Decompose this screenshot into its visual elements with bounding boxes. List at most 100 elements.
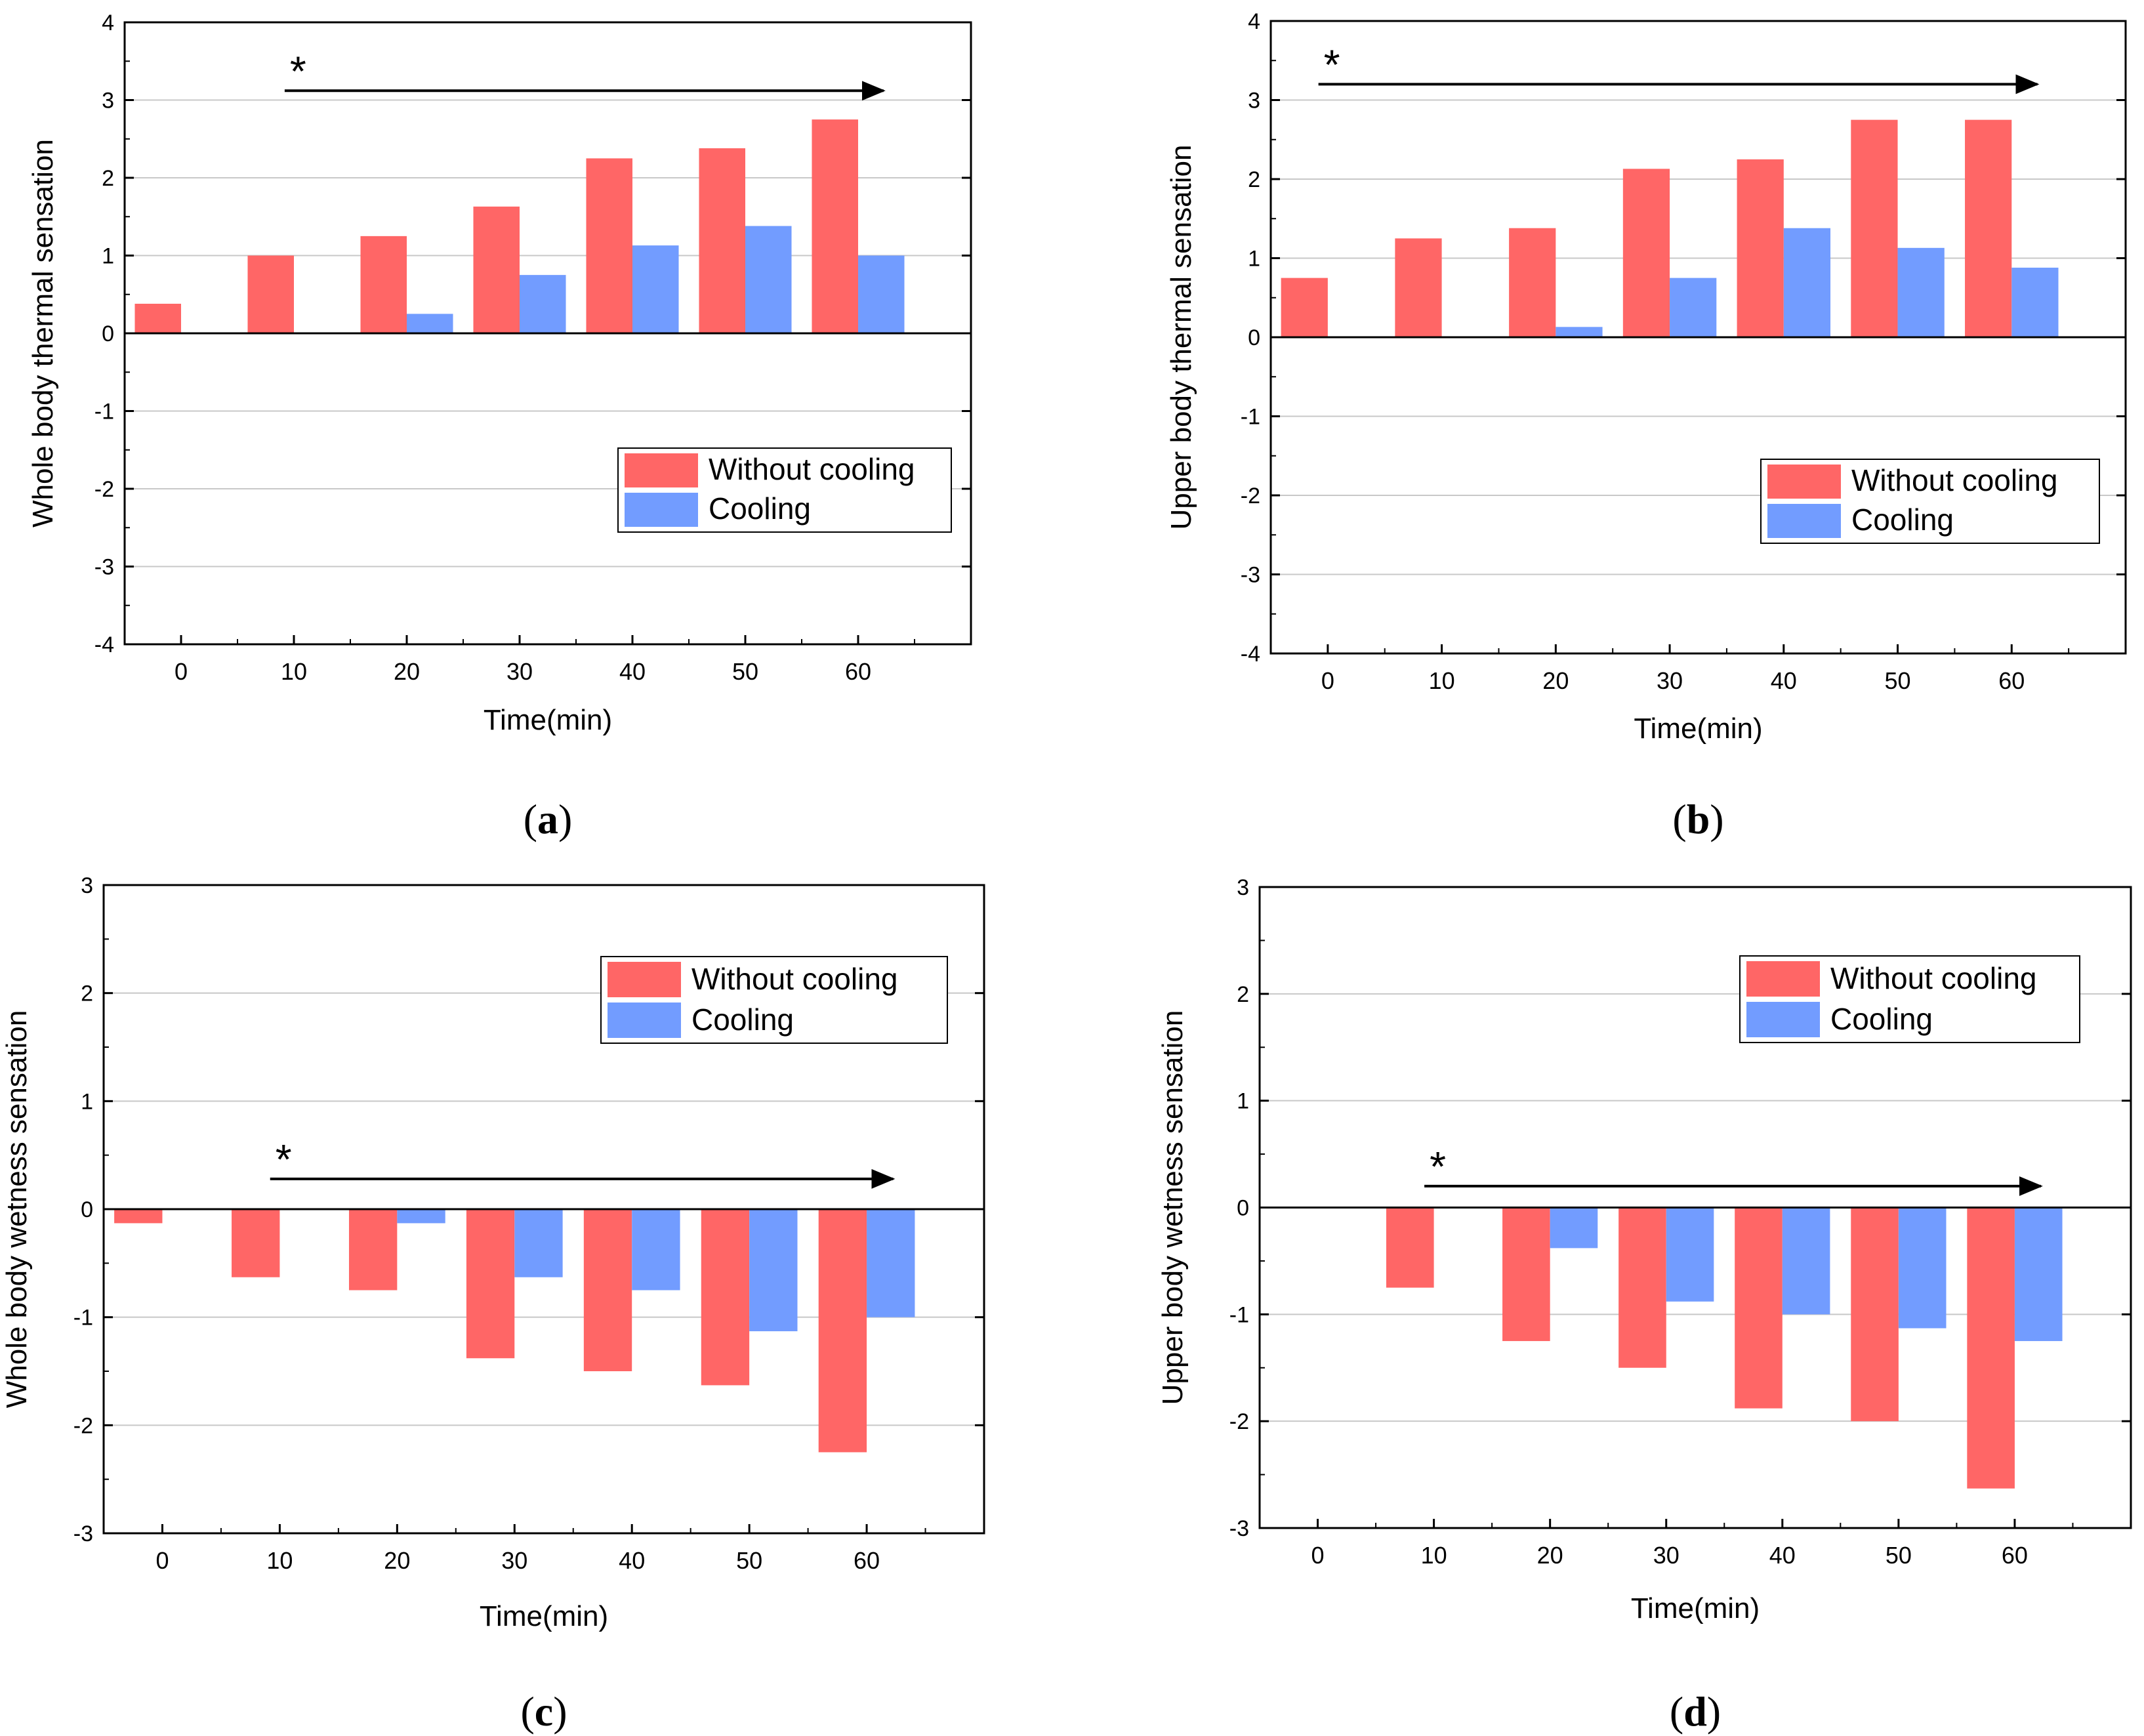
bar-cooling-60 [2011, 267, 2059, 337]
caption-letter: b [1687, 796, 1710, 842]
bar-cooling-60 [867, 1209, 915, 1317]
significance-star: * [276, 1136, 292, 1183]
x-tick-label: 10 [281, 658, 307, 685]
y-tick-label: -3 [94, 555, 114, 580]
x-tick-label: 0 [175, 658, 188, 685]
legend-label: Cooling [691, 1002, 794, 1037]
y-tick-label: -4 [1241, 642, 1260, 667]
y-tick-label: 2 [102, 166, 114, 191]
bar-without-cooling-50 [1851, 1207, 1899, 1422]
bar-cooling-40 [632, 245, 679, 333]
legend-label: Without cooling [1851, 463, 2058, 497]
x-tick-label: 60 [854, 1547, 880, 1574]
y-tick-label: -3 [73, 1521, 93, 1546]
x-tick-label: 30 [1657, 667, 1683, 694]
x-tick-label: 0 [1321, 667, 1334, 694]
legend-swatch-without-cooling [1767, 465, 1841, 499]
legend: Without cooling Cooling [600, 956, 948, 1044]
bar-cooling-30 [514, 1209, 563, 1277]
bar-without-cooling-50 [699, 148, 745, 333]
y-axis-label: Whole body wetness sensation [1, 1010, 33, 1409]
y-tick-label: 2 [1237, 982, 1249, 1007]
x-tick-label: 10 [266, 1547, 293, 1574]
y-tick-label: 2 [81, 982, 93, 1006]
caption-open: ( [1672, 796, 1686, 842]
legend-swatch-cooling [625, 493, 698, 527]
bar-without-cooling-10 [232, 1209, 280, 1277]
x-tick-label: 50 [732, 658, 758, 685]
bar-cooling-20 [407, 314, 453, 333]
bar-without-cooling-30 [473, 206, 520, 333]
x-axis-label: Time(min) [1631, 1592, 1760, 1624]
y-axis-label: Upper body thermal sensation [1165, 145, 1197, 530]
x-tick-label: 60 [1998, 667, 2025, 694]
legend-swatch-cooling [608, 1002, 681, 1038]
legend-swatch-cooling [1767, 504, 1841, 538]
y-tick-label: -2 [73, 1413, 93, 1438]
bar-without-cooling-10 [247, 255, 294, 333]
x-tick-label: 30 [506, 658, 533, 685]
x-tick-label: 60 [2002, 1542, 2028, 1569]
y-tick-label: 1 [1237, 1089, 1249, 1114]
legend-label: Without cooling [1830, 961, 2037, 995]
y-tick-label: -1 [1229, 1302, 1249, 1327]
x-tick-label: 30 [501, 1547, 527, 1574]
x-axis-label: Time(min) [484, 704, 612, 736]
bar-without-cooling-20 [360, 236, 407, 333]
bar-without-cooling-30 [466, 1209, 515, 1359]
bar-cooling-50 [749, 1209, 798, 1332]
x-tick-label: 0 [1311, 1542, 1325, 1569]
x-tick-label: 50 [1886, 1542, 1912, 1569]
caption-open: ( [1670, 1688, 1683, 1735]
x-tick-label: 20 [1537, 1542, 1563, 1569]
y-axis-label: Whole body thermal sensation [27, 139, 59, 527]
bar-without-cooling-60 [1965, 119, 2012, 337]
x-tick-label: 20 [384, 1547, 410, 1574]
bar-cooling-40 [1782, 1207, 1830, 1315]
legend-swatch-without-cooling [1746, 961, 1820, 997]
legend: Without cooling Cooling [617, 447, 952, 533]
caption-open: ( [524, 796, 537, 842]
y-tick-label: -2 [1229, 1409, 1249, 1434]
x-tick-label: 10 [1421, 1542, 1447, 1569]
y-tick-label: 4 [1248, 9, 1260, 34]
legend-label: Cooling [709, 491, 811, 526]
caption-close: ) [558, 796, 572, 842]
bar-without-cooling-60 [818, 1209, 867, 1453]
legend-label: Without cooling [691, 962, 898, 996]
legend-swatch-cooling [1746, 1002, 1820, 1037]
y-tick-label: 1 [1248, 247, 1260, 272]
bar-without-cooling-30 [1618, 1207, 1666, 1368]
panel-caption: (a) [524, 796, 573, 842]
bar-without-cooling-50 [1851, 119, 1898, 337]
legend-swatch-without-cooling [608, 962, 681, 997]
panel-caption: (d) [1670, 1688, 1721, 1735]
bar-without-cooling-50 [701, 1209, 750, 1386]
x-tick-label: 20 [394, 658, 420, 685]
bar-without-cooling-60 [812, 119, 858, 333]
y-tick-label: 1 [81, 1089, 93, 1114]
x-tick-label: 40 [1769, 1542, 1796, 1569]
bar-cooling-30 [1666, 1207, 1714, 1302]
bar-without-cooling-40 [586, 158, 632, 333]
bar-without-cooling-0 [134, 303, 181, 333]
y-tick-label: -1 [1241, 405, 1260, 430]
x-tick-label: 10 [1429, 667, 1455, 694]
y-tick-label: -3 [1229, 1516, 1249, 1541]
bar-cooling-30 [1670, 278, 1717, 337]
x-tick-label: 30 [1653, 1542, 1680, 1569]
y-tick-label: 0 [1248, 325, 1260, 350]
caption-letter: c [535, 1688, 553, 1735]
x-tick-label: 60 [845, 658, 871, 685]
significance-star: * [290, 47, 306, 94]
bar-without-cooling-60 [1967, 1207, 2015, 1489]
y-tick-label: -1 [94, 400, 114, 424]
y-tick-label: 1 [102, 244, 114, 269]
y-tick-label: 3 [1237, 875, 1249, 900]
legend: Without cooling Cooling [1739, 955, 2080, 1043]
bar-cooling-40 [632, 1209, 680, 1291]
x-tick-label: 40 [619, 1547, 645, 1574]
y-tick-label: 3 [81, 873, 93, 898]
